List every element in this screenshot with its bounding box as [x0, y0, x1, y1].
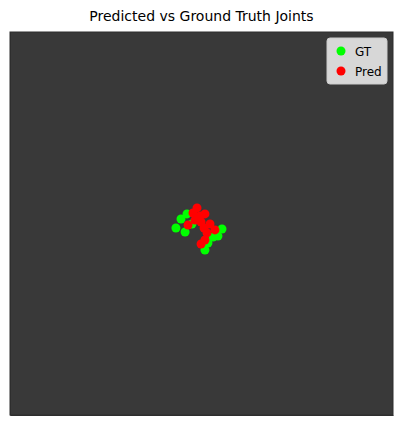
axis-line [11, 415, 394, 416]
chart: Predicted vs Ground Truth Joints GT Pred [0, 0, 403, 427]
x-axis [11, 415, 394, 416]
legend-label: Pred [355, 65, 382, 79]
legend-marker [337, 47, 346, 56]
legend-box [327, 38, 387, 84]
legend: GT Pred [327, 38, 387, 84]
title: Predicted vs Ground Truth Joints [89, 8, 313, 24]
axis-line [10, 33, 11, 416]
point [184, 220, 193, 229]
point [197, 239, 206, 248]
point [210, 225, 219, 234]
legend-marker [337, 67, 346, 76]
plot-frame [10, 32, 393, 415]
points [171, 203, 226, 254]
y-axis [10, 33, 11, 416]
point [171, 223, 180, 232]
legend-label: GT [355, 45, 372, 59]
